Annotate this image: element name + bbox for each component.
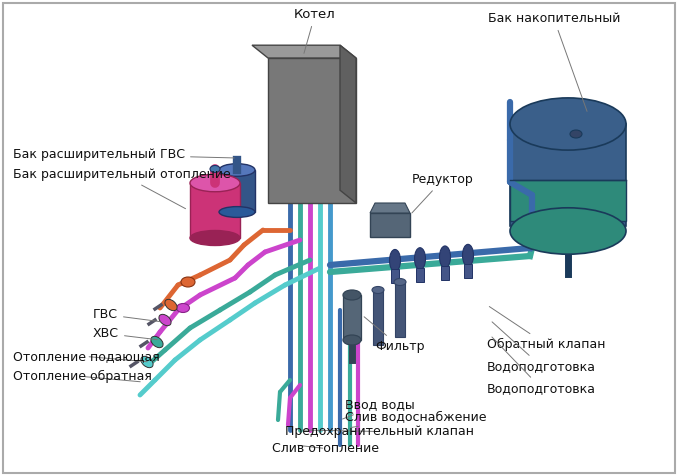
Ellipse shape [389, 249, 401, 271]
Text: Предохранительный клапан: Предохранительный клапан [285, 425, 474, 438]
Text: Обратный клапан: Обратный клапан [487, 307, 605, 351]
Polygon shape [268, 58, 356, 203]
Bar [416, 268, 424, 282]
Ellipse shape [165, 299, 177, 311]
Text: Бак накопительный: Бак накопительный [487, 12, 620, 111]
Ellipse shape [159, 314, 171, 326]
Bar [370, 213, 410, 237]
Ellipse shape [414, 248, 426, 270]
Bar [441, 266, 449, 280]
Text: ГВС: ГВС [93, 308, 160, 322]
Ellipse shape [219, 164, 255, 176]
Text: Бак расширительный отопление: Бак расширительный отопление [13, 168, 231, 208]
Bar [510, 124, 626, 226]
Text: Ввод воды: Ввод воды [342, 398, 415, 419]
Ellipse shape [343, 290, 361, 300]
Ellipse shape [190, 230, 240, 246]
Ellipse shape [151, 337, 163, 347]
Text: Фильтр: Фильтр [364, 317, 424, 353]
Text: Водоподготовка: Водоподготовка [487, 322, 596, 373]
Ellipse shape [176, 304, 189, 313]
Ellipse shape [219, 207, 255, 218]
Ellipse shape [394, 278, 406, 286]
Text: Слив водоснабжение: Слив водоснабжение [345, 410, 487, 427]
Ellipse shape [510, 208, 626, 254]
Bar [510, 180, 626, 221]
Bar [391, 269, 399, 283]
Ellipse shape [510, 98, 626, 150]
Bar [190, 183, 240, 238]
Text: Бак расширительный ГВС: Бак расширительный ГВС [13, 148, 234, 161]
Ellipse shape [190, 174, 240, 192]
Polygon shape [370, 203, 410, 213]
Bar [219, 170, 255, 212]
Ellipse shape [462, 244, 473, 267]
Ellipse shape [372, 287, 384, 294]
Text: Редуктор: Редуктор [412, 173, 474, 213]
Bar [395, 282, 405, 337]
Ellipse shape [181, 277, 195, 287]
Bar [373, 290, 383, 345]
Ellipse shape [343, 335, 361, 345]
Text: ХВС: ХВС [93, 327, 157, 340]
Ellipse shape [141, 357, 153, 367]
Bar [343, 295, 361, 340]
Polygon shape [252, 45, 356, 58]
Polygon shape [340, 45, 356, 203]
Ellipse shape [210, 166, 220, 172]
Text: Отопление подающая: Отопление подающая [13, 350, 160, 363]
Text: Водоподготовка: Водоподготовка [487, 337, 596, 395]
Text: Котел: Котел [294, 8, 336, 53]
Ellipse shape [570, 130, 582, 138]
Text: Слив отопление: Слив отопление [272, 442, 379, 455]
Ellipse shape [439, 246, 450, 268]
Bar [464, 264, 472, 278]
Text: Отопление обратная: Отопление обратная [13, 370, 152, 383]
